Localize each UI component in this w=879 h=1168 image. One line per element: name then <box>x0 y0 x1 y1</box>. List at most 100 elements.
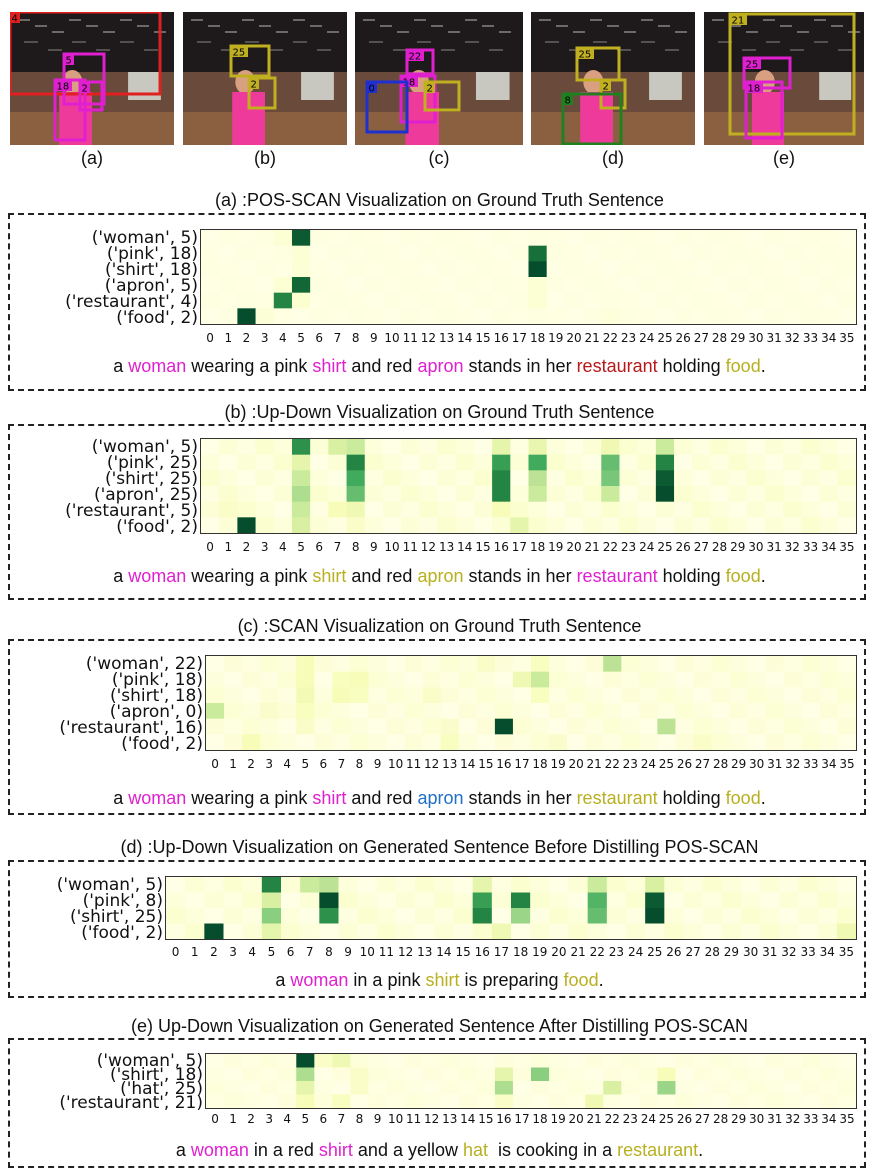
heatmap-cell <box>583 517 602 533</box>
heatmap-cell <box>619 277 638 293</box>
thumbnail-image: 25 2 8 <box>531 12 695 145</box>
heatmap-cell <box>657 718 676 735</box>
heatmap-cell <box>837 486 856 502</box>
heatmap-cell <box>472 923 493 939</box>
heatmap-cell <box>296 734 315 750</box>
heatmap-row-label: ('food', 2) <box>81 923 163 943</box>
heatmap-cell <box>564 261 584 278</box>
heatmap-cell <box>224 718 243 735</box>
heatmap-cell <box>401 308 420 324</box>
heatmap-cell <box>798 877 818 893</box>
heatmap-x-tick: 6 <box>319 1112 328 1126</box>
heatmap-cell <box>801 1094 821 1108</box>
heatmap-cell <box>675 1081 694 1095</box>
heatmap-cell <box>801 687 821 704</box>
heatmap-x-tick: 32 <box>784 540 800 554</box>
heatmap-cell <box>783 1067 803 1082</box>
heatmap-x-tick: 11 <box>402 331 418 345</box>
heatmap-cell <box>201 277 220 293</box>
heatmap-cell <box>567 656 586 672</box>
heatmap-cell <box>798 923 818 939</box>
heatmap-cell <box>819 1081 839 1095</box>
heatmap-cell <box>585 718 604 735</box>
highlighted-word: woman <box>190 1140 249 1160</box>
heatmap-cell <box>567 1067 586 1082</box>
heatmap-row-label: ('woman', 5) <box>56 875 163 895</box>
heatmap-x-tick: 27 <box>693 540 709 554</box>
heatmap-cell <box>512 703 532 719</box>
box-number: 8 <box>565 96 571 107</box>
heatmap-row-label: ('apron', 0) <box>109 702 203 722</box>
thumbnail-label: (b) <box>254 148 276 168</box>
highlighted-word: restaurant <box>576 566 658 586</box>
heatmap-cell <box>476 734 496 750</box>
heatmap-cell <box>692 277 711 293</box>
highlighted-word: shirt <box>425 970 460 990</box>
heatmap-cell <box>404 703 423 719</box>
heatmap-cell <box>453 877 473 893</box>
heatmap-cell <box>328 439 347 455</box>
heatmap-row-label: ('pink', 8) <box>82 891 163 911</box>
heatmap-cell <box>219 277 238 293</box>
heatmap-row-label: ('pink', 18) <box>111 670 203 690</box>
heatmap-cell <box>237 486 256 502</box>
heatmap-cell <box>606 877 627 893</box>
heatmap-cell <box>476 687 496 704</box>
heatmap-row-label: ('food', 2) <box>121 734 203 754</box>
heatmap-cell <box>729 703 748 719</box>
heatmap-cell <box>711 1081 730 1095</box>
sentence-text: holding <box>657 356 726 376</box>
heatmap-cell <box>357 923 378 939</box>
heatmap-cell <box>338 923 358 939</box>
highlighted-word: apron <box>417 566 464 586</box>
thumbnail-image: 25 2 <box>183 12 347 145</box>
sentence-text: . <box>760 566 766 586</box>
heatmap-cell <box>621 1094 640 1108</box>
heatmap-cell <box>546 277 566 293</box>
heatmap-cell <box>255 292 275 309</box>
heatmap-cell <box>783 470 802 487</box>
heatmap-cell <box>675 1054 694 1068</box>
heatmap-x-tick: 2 <box>242 540 251 554</box>
highlighted-word: shirt <box>312 566 347 586</box>
heatmap-cell <box>368 718 387 735</box>
box-number: 25 <box>579 50 592 61</box>
heatmap-cell <box>273 517 293 533</box>
heatmap-cell <box>237 454 256 471</box>
heatmap-cell <box>494 1067 514 1082</box>
heatmap-x-tick: 6 <box>319 757 328 771</box>
heatmap-cell <box>364 292 384 309</box>
heatmap-cell <box>783 687 803 704</box>
heatmap-x-tick: 9 <box>344 945 352 959</box>
box-number: 2 <box>603 82 609 93</box>
heatmap-cell <box>619 470 638 487</box>
heatmap-x-tick: 8 <box>355 1112 364 1126</box>
heatmap-cell <box>512 1067 532 1082</box>
heatmap-x-tick: 27 <box>685 945 701 959</box>
heatmap-cell <box>747 718 767 735</box>
heatmap-cell <box>657 671 676 688</box>
heatmap-x-tick: 27 <box>693 331 709 345</box>
heatmap-row-label: ('pink', 25) <box>106 453 198 473</box>
highlighted-word: food <box>725 788 761 808</box>
thumbnail-label: (c) <box>428 148 450 168</box>
heatmap-cell <box>765 734 785 750</box>
heatmap-cell <box>549 892 569 909</box>
sentence-text: a <box>113 788 129 808</box>
heatmap-cell <box>260 1081 279 1095</box>
heatmap-cell <box>639 1081 658 1095</box>
heatmap-x-tick: 13 <box>438 540 455 554</box>
heatmap-cell <box>512 1054 532 1068</box>
heatmap-cell <box>237 261 256 278</box>
heatmap-cell <box>746 439 766 455</box>
heatmap-x-tick: 15 <box>478 1112 494 1126</box>
heatmap-cell <box>528 261 547 278</box>
heatmap-cell <box>801 734 821 750</box>
heatmap-cell <box>434 877 454 893</box>
heatmap-cell <box>219 517 238 533</box>
heatmap-cell <box>510 230 529 246</box>
heatmap-cell <box>242 892 263 909</box>
heatmap-cell <box>415 892 435 909</box>
heatmap-cell <box>683 892 703 909</box>
heatmap-cell <box>765 245 784 262</box>
